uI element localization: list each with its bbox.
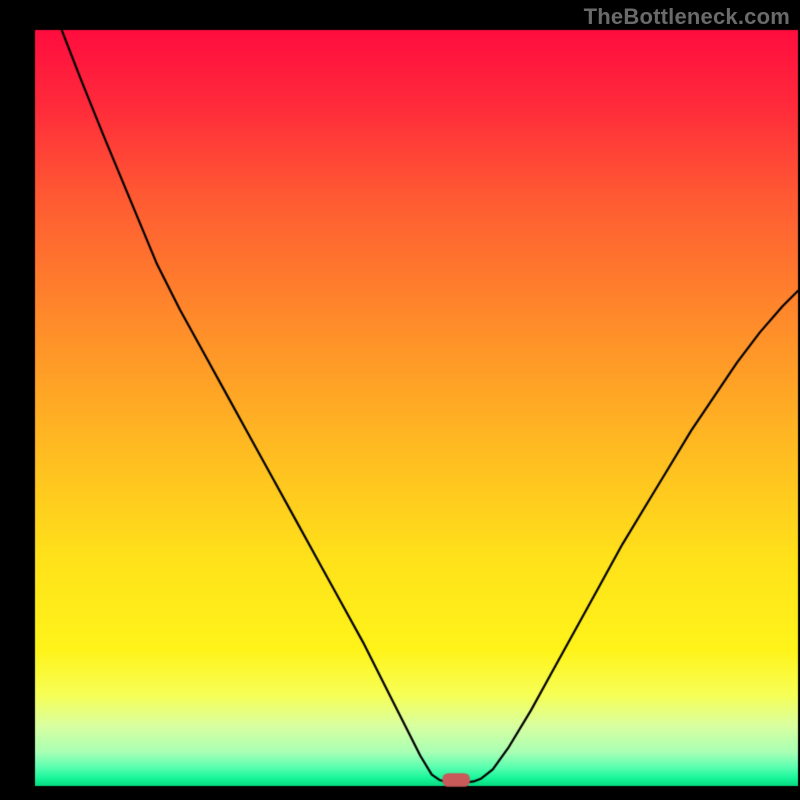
watermark-text: TheBottleneck.com xyxy=(584,4,790,30)
bottleneck-chart xyxy=(0,0,800,800)
